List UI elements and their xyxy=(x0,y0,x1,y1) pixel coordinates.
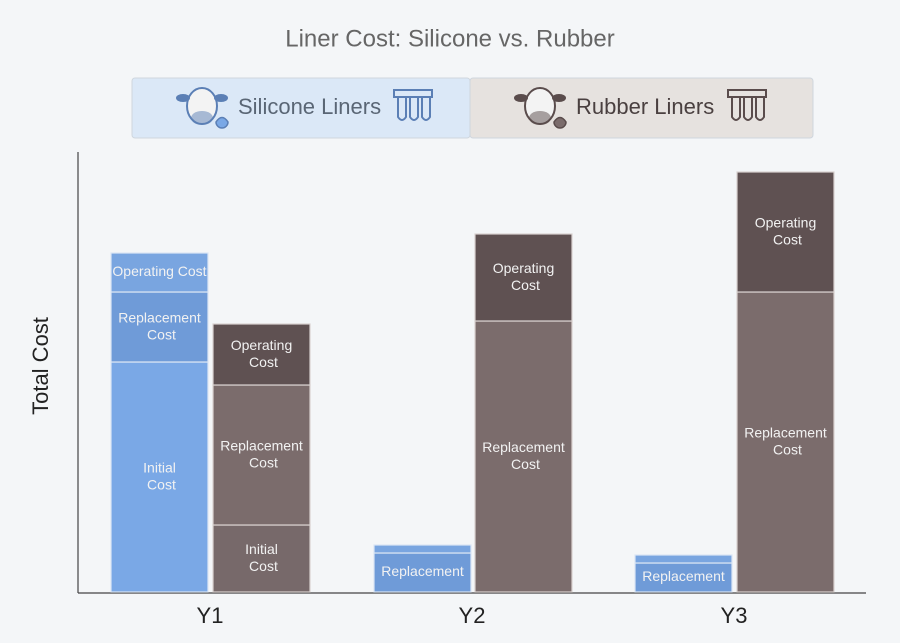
bar-segment xyxy=(110,252,209,293)
segment-label: Operating Cost xyxy=(231,337,292,370)
segment-label: Operating Cost xyxy=(112,263,206,279)
legend-icon xyxy=(727,89,767,98)
segment-label: Operating Cost xyxy=(493,260,554,293)
segment-label: Replacement xyxy=(381,563,464,579)
bar-segment xyxy=(474,320,573,593)
bar-segment xyxy=(212,323,311,386)
bar-segment xyxy=(212,384,311,526)
legend-icon xyxy=(409,97,419,121)
segment-label: Initial Cost xyxy=(143,459,176,492)
x-tick-label: Y1 xyxy=(197,603,224,628)
segment-label: Initial Cost xyxy=(245,541,278,574)
legend-icon xyxy=(214,94,228,102)
bar-segment xyxy=(110,291,209,363)
legend-icon xyxy=(393,89,433,98)
y-axis-label: Total Cost xyxy=(28,317,53,415)
legend-icon xyxy=(552,94,566,102)
segment-label: Replacement Cost xyxy=(118,309,201,342)
legend-icon xyxy=(755,97,765,121)
legend-label: Rubber Liners xyxy=(576,94,714,119)
bar-segment xyxy=(634,554,733,564)
segment-label: Replacement Cost xyxy=(744,424,827,457)
legend-icon xyxy=(731,97,741,121)
segment-label: Replacement xyxy=(642,568,725,584)
legend-label: Silicone Liners xyxy=(238,94,381,119)
x-tick-label: Y2 xyxy=(459,603,486,628)
legend-icon xyxy=(191,111,213,125)
bar-segment xyxy=(736,291,835,593)
legend-icon xyxy=(397,97,407,121)
bar-segment xyxy=(110,361,209,593)
x-tick-label: Y3 xyxy=(721,603,748,628)
legend-icon xyxy=(529,111,551,125)
segment-label: Replacement Cost xyxy=(220,437,303,470)
segment-label: Operating Cost xyxy=(755,214,816,247)
legend-icon xyxy=(553,116,567,129)
chart-title: Liner Cost: Silicone vs. Rubber xyxy=(285,25,614,52)
bar-segment xyxy=(634,562,733,593)
bar-segment xyxy=(736,171,835,293)
bar-segment xyxy=(474,233,573,322)
legend-icon xyxy=(215,116,229,129)
legend-icon xyxy=(176,94,190,102)
legend-icon xyxy=(421,97,431,121)
bar-segment xyxy=(212,524,311,593)
legend: Silicone Liners Rubber Liners xyxy=(131,77,814,139)
legend-icon xyxy=(514,94,528,102)
segment-label: Replacement Cost xyxy=(482,439,565,472)
bar-segment xyxy=(373,544,472,554)
legend-icon xyxy=(743,97,753,121)
